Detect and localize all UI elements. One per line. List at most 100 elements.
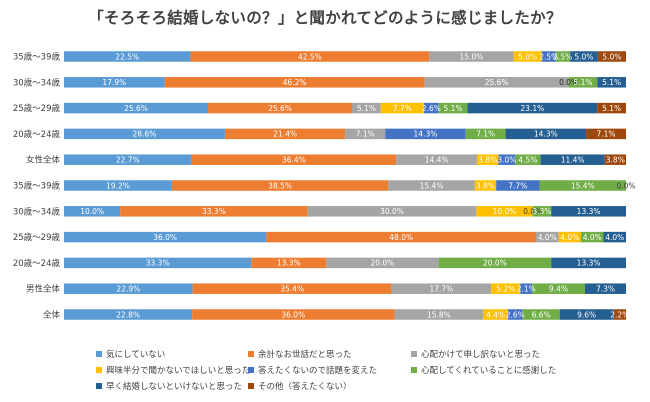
data-label: 7.7%: [393, 104, 412, 113]
bar-segment: [64, 309, 193, 320]
data-label: 3.8%: [476, 181, 495, 190]
data-label: 0.0%: [616, 181, 635, 190]
category-label: 30歳〜34歳: [13, 206, 61, 217]
bar-segment: [326, 257, 439, 269]
data-label: 2.6%: [422, 104, 441, 113]
bar-segment: [394, 309, 484, 320]
data-label: 5.1%: [573, 78, 592, 87]
chart-title: 「そろそろ結婚しないの？」と聞かれてどのように感じましたか？: [88, 9, 562, 27]
data-label: 13.3%: [577, 259, 601, 268]
data-label: 38.5%: [268, 181, 292, 190]
bar-segment: [541, 51, 556, 62]
bar-segment: [603, 231, 626, 243]
bar-segment: [120, 206, 308, 217]
bar-segment: [191, 154, 397, 165]
data-label: 7.1%: [596, 130, 615, 139]
data-label: 22.7%: [116, 156, 140, 165]
data-label: 15.0%: [460, 52, 484, 61]
category-label: 30歳〜34歳: [13, 77, 61, 88]
data-label: 36.0%: [281, 310, 305, 319]
category-label: 35歳〜39歳: [13, 181, 61, 192]
data-label: 15.4%: [571, 181, 595, 190]
data-label: 10.0%: [80, 207, 104, 216]
bar-segment: [64, 77, 165, 88]
data-label: 5.1%: [443, 104, 462, 113]
data-label: 48.0%: [389, 233, 413, 242]
bar-segment: [505, 128, 587, 140]
category-label: 女性全体: [26, 155, 61, 166]
bar-segment: [192, 309, 395, 320]
bar-segment: [391, 283, 492, 294]
bar-segment: [424, 102, 439, 114]
bar-segment: [64, 283, 193, 294]
bar-segment: [64, 154, 192, 165]
data-label: 0.0%: [559, 78, 578, 87]
data-label: 7.1%: [356, 130, 375, 139]
category-label: 20歳〜24歳: [13, 258, 61, 269]
bar-segment: [536, 231, 559, 243]
data-label: 4.4%: [486, 310, 505, 319]
data-label: 17.7%: [429, 285, 453, 294]
bar-segment: [483, 309, 508, 320]
bar-segment: [569, 51, 598, 62]
bar-segment: [555, 51, 570, 62]
category-label: 25歳〜29歳: [13, 232, 61, 243]
bar-segment: [164, 77, 425, 88]
data-label: 5.1%: [357, 104, 376, 113]
bar-segment: [491, 283, 521, 294]
data-label: 2.6%: [506, 310, 525, 319]
bar-segment: [597, 77, 626, 88]
bar-segment: [465, 128, 506, 140]
data-label: 3.3%: [532, 207, 551, 216]
bar-segment: [474, 180, 497, 191]
data-label: 22.5%: [115, 52, 139, 61]
data-label: 6.6%: [532, 310, 551, 319]
data-label: 14.3%: [414, 130, 438, 139]
data-label: 25.6%: [485, 78, 509, 87]
bar-segment: [438, 257, 552, 269]
bar-segment: [345, 128, 386, 140]
bar-segment: [266, 231, 537, 243]
bar-segment: [477, 154, 499, 165]
bar-segment: [64, 128, 225, 140]
bar-segment: [388, 180, 475, 191]
bar-segment: [597, 51, 626, 62]
data-label: 2.5%: [553, 52, 572, 61]
bar-segment: [496, 180, 540, 191]
data-label: 7.3%: [596, 285, 615, 294]
bar-segment: [307, 206, 477, 217]
data-label: 4.0%: [538, 233, 557, 242]
bar-segment: [568, 77, 598, 88]
data-label: 28.6%: [133, 130, 157, 139]
bar-segment: [532, 283, 585, 294]
data-label: 5.1%: [602, 104, 621, 113]
bar-segment: [476, 206, 533, 217]
data-label: 13.3%: [277, 259, 301, 268]
bar-segment: [584, 283, 626, 294]
data-label: 9.4%: [549, 285, 568, 294]
bar-segment: [597, 102, 626, 114]
bar-segment: [192, 283, 392, 294]
data-label: 3.8%: [478, 156, 497, 165]
data-label: 15.4%: [420, 181, 444, 190]
data-label: 4.0%: [583, 233, 602, 242]
data-label: 7.7%: [508, 181, 527, 190]
data-label: 20.0%: [370, 259, 394, 268]
data-label: 13.3%: [577, 207, 601, 216]
data-label: 4.5%: [518, 156, 537, 165]
data-label: 22.9%: [116, 285, 140, 294]
data-label: 11.4%: [561, 156, 585, 165]
data-label: 33.3%: [202, 207, 226, 216]
data-label: 0.0%: [523, 207, 542, 216]
bar-segment: [522, 309, 560, 320]
data-label: 33.3%: [146, 259, 170, 268]
data-label: 5.1%: [602, 78, 621, 87]
bar-segment: [64, 102, 209, 114]
data-label: 9.6%: [577, 310, 596, 319]
bar-segment: [64, 206, 121, 217]
bar-segment: [467, 102, 598, 114]
bar-segment: [498, 154, 516, 165]
data-label: 3.8%: [606, 156, 625, 165]
category-label: 35歳〜39歳: [13, 52, 61, 63]
category-label: 20歳〜24歳: [13, 129, 61, 140]
